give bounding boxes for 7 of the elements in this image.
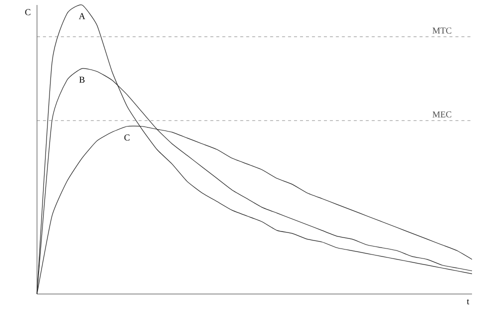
ref-line-label: MEC bbox=[432, 111, 452, 118]
series-label: A bbox=[78, 13, 86, 20]
x-axis-title: t bbox=[466, 299, 470, 304]
ref-line-label: MTC bbox=[432, 28, 452, 34]
y-axis-title: C bbox=[25, 9, 30, 16]
series-label: C bbox=[124, 134, 130, 141]
series-label: B bbox=[79, 76, 85, 83]
